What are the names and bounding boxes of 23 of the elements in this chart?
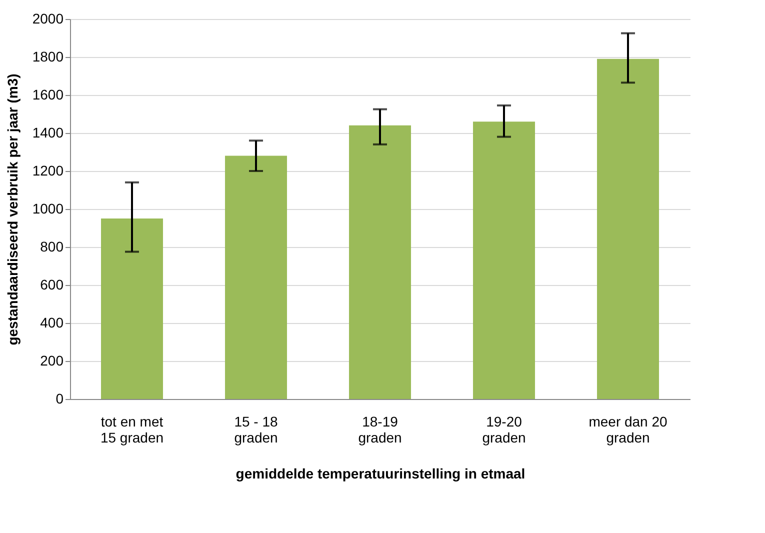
bar	[473, 122, 535, 399]
x-axis-title: gemiddelde temperatuurinstelling in etmaal	[236, 466, 526, 482]
x-tick-label: meer dan 20 graden	[588, 414, 668, 446]
y-tick-label: 1000	[32, 200, 64, 216]
y-tick-label: 400	[40, 314, 64, 330]
bar	[101, 218, 163, 399]
y-axis-title: gestandaardiseerd verbruik per jaar (m3)	[4, 74, 20, 346]
y-tick-label: 200	[40, 352, 64, 368]
x-tick-label: 19-20 graden	[482, 414, 526, 446]
y-tick-label: 800	[40, 238, 64, 254]
bar	[597, 58, 659, 399]
y-tick-label: 1400	[32, 124, 64, 140]
x-tick-label: 18-19 graden	[358, 414, 402, 446]
y-tick-label: 0	[56, 390, 64, 406]
y-tick-label: 2000	[32, 10, 64, 26]
y-tick-label: 1200	[32, 162, 64, 178]
x-tick-label: 15 - 18 graden	[234, 414, 278, 446]
bar	[349, 125, 411, 399]
y-tick-label: 600	[40, 276, 64, 292]
y-tick-label: 1800	[32, 48, 64, 64]
x-tick-label: tot en met 15 graden	[100, 414, 164, 446]
bar	[225, 156, 287, 399]
y-tick-label: 1600	[32, 86, 64, 102]
